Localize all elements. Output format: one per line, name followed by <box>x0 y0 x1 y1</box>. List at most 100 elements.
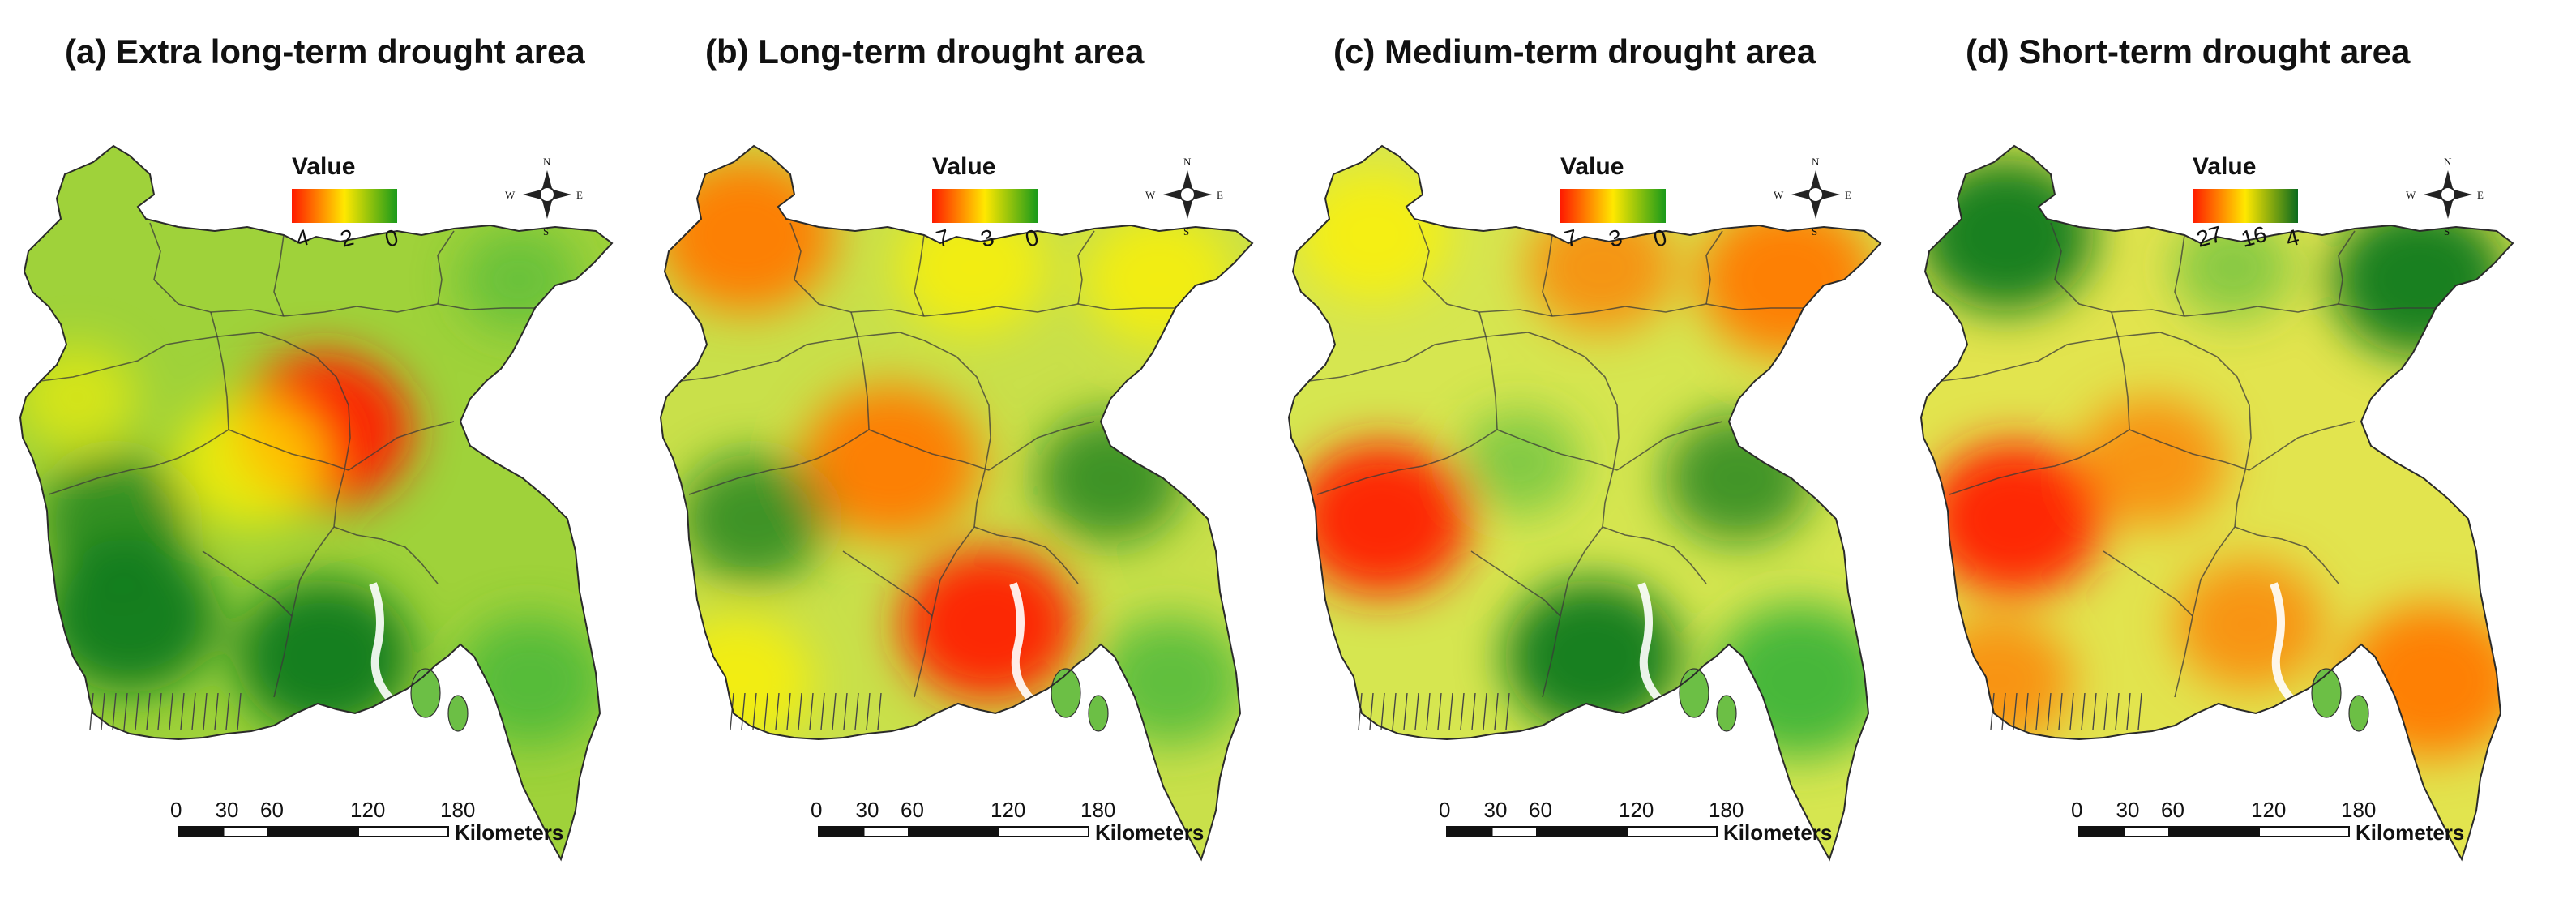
division-line <box>1527 332 1620 528</box>
sundarbans-channel <box>1494 692 1499 730</box>
scale-unit-label: Kilometers <box>1095 820 1204 845</box>
hotspot-southwest-coast <box>663 616 812 746</box>
sundarbans-channel <box>798 692 802 730</box>
island <box>1679 668 1709 718</box>
compass-w-label: W <box>1774 189 1784 201</box>
legend-tick-label: 0 <box>383 225 401 252</box>
legend-tick-label: 7 <box>1562 225 1581 252</box>
north-arrow-icon: N S E W <box>2406 156 2484 238</box>
scale-tick-label: 180 <box>2341 798 2376 822</box>
compass-s-label: S <box>1183 225 1189 238</box>
division-line <box>1602 526 1707 584</box>
division-line <box>437 230 455 305</box>
division-line <box>228 429 349 471</box>
scale-segment <box>2168 826 2260 837</box>
legend-tick-label: 0 <box>1651 225 1670 252</box>
division-line <box>2249 421 2356 471</box>
sundarbans-channel <box>2115 692 2120 730</box>
compass-n-label: N <box>543 156 551 168</box>
compass-w-label: W <box>2406 189 2416 201</box>
division-line <box>1316 429 1498 495</box>
hotspot-southeast <box>1710 604 1881 758</box>
river-estuary <box>1637 582 1669 708</box>
hotspot-southeast <box>1097 616 1246 746</box>
island <box>1051 668 1081 718</box>
legend-tick-label: 7 <box>934 225 952 252</box>
hotspot-far-north <box>1921 158 2095 312</box>
sundarbans-channel <box>112 692 117 730</box>
sundarbans-channel <box>237 692 242 730</box>
division-line <box>2103 550 2193 617</box>
division-line <box>2129 429 2250 471</box>
legend-title: Value <box>932 153 995 180</box>
division-line <box>48 429 229 495</box>
scale-tick-label: 30 <box>856 798 879 822</box>
scale-segment <box>2078 826 2125 837</box>
hotspot-southwest-coast <box>1923 616 2073 746</box>
sundarbans-channel <box>2001 692 2006 730</box>
compass-e-label: E <box>1217 189 1223 201</box>
value-legend: Value 7 3 0 <box>1560 153 1670 252</box>
division-line <box>1949 429 2130 495</box>
division-line <box>868 429 990 471</box>
sundarbans-channel <box>89 692 94 730</box>
compass-n-label: N <box>2444 156 2452 168</box>
scale-segment <box>862 826 909 837</box>
country-outline <box>1287 144 1882 862</box>
hotspot-west <box>39 454 188 584</box>
division-line <box>333 526 439 584</box>
scale-tick-label: 60 <box>2161 798 2184 822</box>
legend-tick-label: 3 <box>978 225 997 252</box>
sundarbans-channel <box>832 692 837 730</box>
division-line <box>899 332 991 528</box>
sundarbans-channel <box>214 692 219 730</box>
division-boundaries <box>1308 222 1804 698</box>
legend-colorbar <box>292 189 397 223</box>
division-line <box>1941 332 2161 382</box>
legend-tick-label: 3 <box>1607 225 1625 252</box>
division-line <box>688 429 870 495</box>
panel-title: (a) Extra long-term drought area <box>65 32 585 71</box>
division-line <box>1542 234 1553 317</box>
scale-unit-label: Kilometers <box>455 820 563 845</box>
sundarbans-channel <box>101 692 105 730</box>
legend-tick-label: 0 <box>1023 225 1042 252</box>
sundarbans-channel <box>1380 692 1385 730</box>
division-line <box>210 311 229 430</box>
division-line <box>2159 332 2252 528</box>
drought-surface <box>1289 146 1881 859</box>
river-estuary <box>369 582 400 708</box>
hotspot-west <box>1293 442 1471 596</box>
country-map <box>1287 144 1882 862</box>
hotspot-northeast <box>458 227 580 332</box>
panel-title: (b) Long-term drought area <box>705 32 1145 71</box>
country-outline <box>659 144 1254 862</box>
sundarbans-channel <box>1414 692 1419 730</box>
sundarbans-channel <box>1392 692 1397 730</box>
sundarbans-channel <box>1483 692 1487 730</box>
division-line <box>2111 311 2130 430</box>
scale-segment <box>818 826 865 837</box>
hotspot-central <box>2077 397 2227 527</box>
scale-tick-label: 60 <box>260 798 284 822</box>
scale-segment <box>1491 826 1538 837</box>
sundarbans-channel <box>1505 692 1510 730</box>
hotspot-southeast <box>456 616 605 746</box>
value-legend: Value 4 2 0 <box>292 153 401 252</box>
island <box>2348 695 2369 732</box>
scale-tick-label: 120 <box>2251 798 2286 822</box>
sundarbans-channel <box>2126 692 2131 730</box>
scale-segment <box>1536 826 1628 837</box>
scale-tick-label: 30 <box>1484 798 1508 822</box>
hotspot-central <box>177 397 326 527</box>
sundarbans-channel <box>123 692 128 730</box>
country-outline <box>1919 144 2514 862</box>
compass-n-label: N <box>1183 156 1192 168</box>
sundarbans-channel <box>764 692 768 730</box>
division-line <box>273 234 285 317</box>
division-line <box>2050 222 2226 317</box>
